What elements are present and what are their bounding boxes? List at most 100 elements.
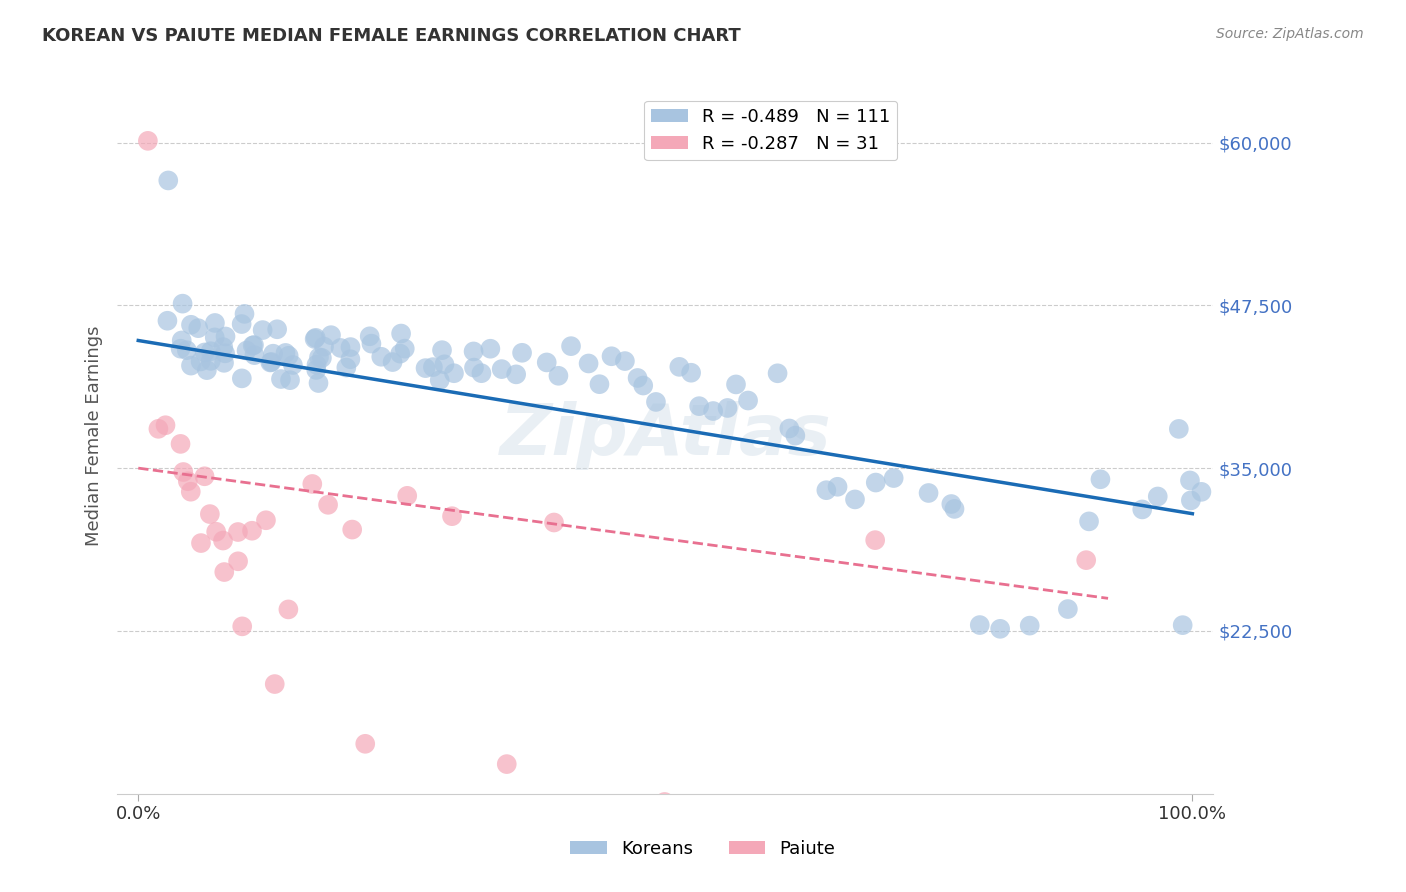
Point [193,469,215,483]
Point [394,342,416,356]
Point [136,134,159,148]
Point [195,363,218,377]
Point [240,524,263,538]
Point [212,533,235,548]
Y-axis label: Median Female Earnings: Median Female Earnings [86,326,103,546]
Legend: Koreans, Paiute: Koreans, Paiute [564,833,842,865]
Point [277,602,299,616]
Point [180,484,202,499]
Point [844,492,866,507]
Point [865,475,887,490]
Point [668,359,690,374]
Point [148,422,170,436]
Point [510,345,533,359]
Point [1180,493,1202,508]
Point [1167,422,1189,436]
Text: ZipAtlas: ZipAtlas [499,401,831,470]
Point [1078,515,1101,529]
Point [815,483,838,498]
Point [200,344,222,359]
Point [339,352,361,367]
Point [716,401,738,415]
Point [479,342,502,356]
Point [214,346,236,360]
Point [304,332,326,346]
Point [578,356,600,370]
Point [252,323,274,337]
Point [278,373,301,387]
Point [433,357,456,371]
Point [941,497,963,511]
Point [270,372,292,386]
Point [883,471,905,485]
Point [1090,472,1112,486]
Point [495,757,517,772]
Point [226,524,249,539]
Point [177,474,200,488]
Point [214,565,236,579]
Point [172,296,194,310]
Point [281,358,304,372]
Point [766,366,789,380]
Point [1076,553,1098,567]
Point [943,502,966,516]
Point [212,356,235,370]
Point [560,339,582,353]
Point [1057,602,1080,616]
Point [430,343,453,358]
Point [340,523,363,537]
Point [231,317,253,331]
Point [613,354,636,368]
Point [536,355,558,369]
Point [1130,502,1153,516]
Point [626,371,648,385]
Point [688,399,710,413]
Point [190,536,212,550]
Point [681,366,703,380]
Point [231,619,253,633]
Point [547,368,569,383]
Point [156,314,179,328]
Point [198,507,221,521]
Point [204,316,226,330]
Point [645,395,668,409]
Point [190,354,212,368]
Point [381,355,404,369]
Point [319,328,342,343]
Point [335,360,357,375]
Point [863,533,886,548]
Point [180,359,202,373]
Text: Source: ZipAtlas.com: Source: ZipAtlas.com [1216,27,1364,41]
Point [827,480,849,494]
Point [157,173,180,187]
Point [231,371,253,385]
Point [588,377,610,392]
Point [254,513,277,527]
Point [305,363,328,377]
Point [389,346,412,360]
Point [491,362,513,376]
Point [305,358,328,372]
Point [600,349,623,363]
Point [1178,474,1201,488]
Point [233,307,256,321]
Point [243,348,266,362]
Point [631,378,654,392]
Point [194,345,217,359]
Point [176,343,198,358]
Point [212,340,235,354]
Point [266,322,288,336]
Point [339,340,361,354]
Point [274,346,297,360]
Point [301,477,323,491]
Point [170,334,193,348]
Point [440,509,463,524]
Point [785,428,807,442]
Text: KOREAN VS PAIUTE MEDIAN FEMALE EARNINGS CORRELATION CHART: KOREAN VS PAIUTE MEDIAN FEMALE EARNINGS … [42,27,741,45]
Point [1191,484,1213,499]
Point [470,366,492,380]
Point [422,360,444,375]
Point [204,330,226,344]
Point [543,516,565,530]
Point [702,404,724,418]
